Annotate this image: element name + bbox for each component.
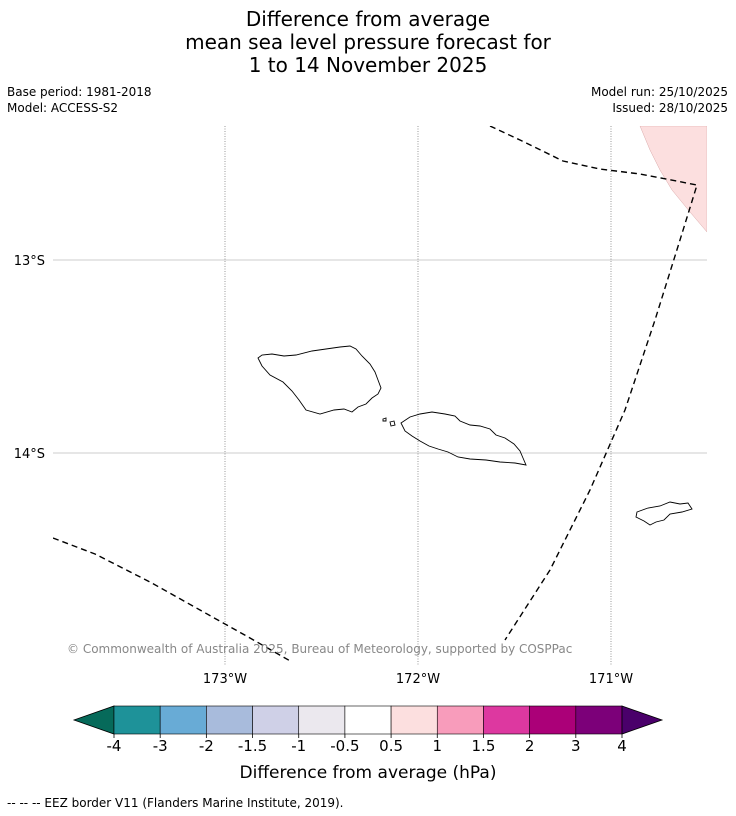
colorbar-extend-high [621,705,664,735]
colorbar-tick-label: 1.5 [472,737,496,755]
colorbar-segment [436,705,484,735]
model-run: Model run: 25/10/2025 [590,85,728,99]
colorbar-segment [113,705,161,735]
lon-label-172w: 172°W [396,672,440,687]
copyright-notice: © Commonwealth of Australia 2025, Bureau… [67,642,572,656]
colorbar-segment [390,705,438,735]
lon-label-171w: 171°W [589,672,633,687]
colorbar-tick-label: 2 [525,737,535,755]
colorbar-tick-label: 0.5 [379,737,403,755]
colorbar-tick-label: -0.5 [330,737,359,755]
colorbar-segment [206,705,253,735]
colorbar-segment [575,705,623,735]
colorbar-tick-label: 1 [432,737,442,755]
map-panel: © Commonwealth of Australia 2025, Bureau… [53,126,707,666]
eez-border-north [489,126,698,641]
colorbar-segment [344,705,392,735]
colorbar-tick-label: 4 [617,737,627,755]
title-line-2: mean sea level pressure forecast for [185,30,551,54]
title-line-1: Difference from average [245,7,491,31]
base-info: Base period: 1981-2018 Model: ACCESS-S2 [7,84,152,116]
anomaly-region [639,126,707,233]
colorbar-tick-label: -2 [199,737,214,755]
colorbar-tick-label: -1 [291,737,306,755]
colorbar-tick-label: -1.5 [238,737,267,755]
model-name: Model: ACCESS-S2 [7,101,119,115]
eez-footnote: -- -- -- EEZ border V11 (Flanders Marine… [7,796,344,810]
island-tutuila [635,501,693,526]
colorbar-segment [252,705,300,735]
island-upolu [400,411,527,466]
colorbar-segment [529,705,577,735]
lat-label-13s: 13°S [14,254,45,269]
base-period: Base period: 1981-2018 [7,85,152,99]
eez-border-west [53,537,293,663]
island-manono [389,420,396,427]
island-apolima [382,417,387,422]
colorbar-tick-label: 3 [571,737,581,755]
map-title: Difference from average mean sea level p… [0,8,736,77]
colorbar-segment [159,705,207,735]
colorbar-tick-label: -4 [107,737,122,755]
colorbar-tick-label: -3 [153,737,168,755]
colorbar-segment [298,705,346,735]
colorbar: -4 -3 -2 -1.5 -1 -0.5 0.5 1 1.5 2 3 4 [72,705,664,755]
lon-label-173w: 173°W [203,672,247,687]
run-info: Model run: 25/10/2025 Issued: 28/10/2025 [591,84,728,116]
colorbar-segment [483,705,530,735]
colorbar-label: Difference from average (hPa) [240,763,497,783]
island-savaii [257,345,382,415]
lat-label-14s: 14°S [14,447,45,462]
title-line-3: 1 to 14 November 2025 [248,53,488,77]
colorbar-extend-low [72,705,115,735]
issued-date: Issued: 28/10/2025 [612,101,728,115]
